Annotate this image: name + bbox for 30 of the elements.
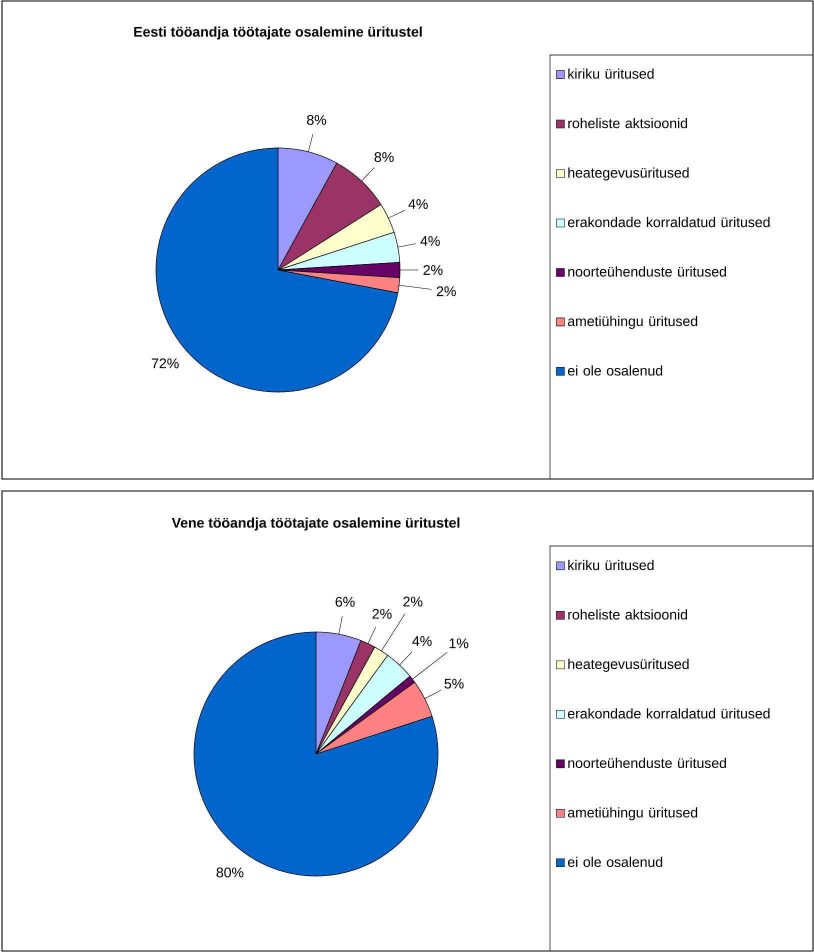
data-label: 4% bbox=[412, 636, 432, 646]
data-label: 72% bbox=[152, 358, 179, 368]
data-label: 6% bbox=[336, 596, 355, 607]
chart-title: Eesti tööandja töötajate osalemine üritustel bbox=[134, 26, 422, 40]
data-label: 2% bbox=[403, 596, 422, 606]
legend-label: heategevusüritused bbox=[568, 658, 689, 672]
legend-label: ei ole osalenud bbox=[568, 856, 662, 867]
data-label: 4% bbox=[420, 236, 440, 246]
legend-label: erakondade korraldatud üritused bbox=[568, 708, 770, 719]
legend-label: noorteühenduste üritused bbox=[568, 758, 726, 768]
legend-label: kiriku üritused bbox=[568, 560, 654, 570]
legend-label: roheliste aktsioonid bbox=[568, 609, 688, 620]
data-label: 4% bbox=[408, 199, 428, 209]
legend-label: ei ole osalenud bbox=[568, 365, 662, 376]
legend-label: kiriku üritused bbox=[568, 68, 654, 79]
legend-label: roheliste aktsioonid bbox=[568, 118, 688, 128]
chart-title: Vene tööandja töötajate osalemine üritustel bbox=[172, 517, 460, 531]
data-label: 2% bbox=[436, 286, 456, 296]
data-label: 8% bbox=[307, 114, 326, 125]
data-label: 1% bbox=[450, 638, 468, 648]
legend-label: erakondade korraldatud üritused bbox=[568, 216, 770, 228]
legend-label: ametiühingu üritused bbox=[568, 807, 698, 820]
data-label: 5% bbox=[444, 678, 464, 689]
legend-label: noorteühenduste üritused bbox=[568, 266, 726, 277]
data-label: 2% bbox=[372, 608, 392, 619]
legend-label: ametiühingu üritused bbox=[568, 316, 698, 329]
data-label: 80% bbox=[216, 868, 244, 878]
data-label: 8% bbox=[374, 152, 394, 162]
legend-label: heategevusüritused bbox=[568, 167, 689, 180]
data-label: 2% bbox=[424, 265, 443, 275]
